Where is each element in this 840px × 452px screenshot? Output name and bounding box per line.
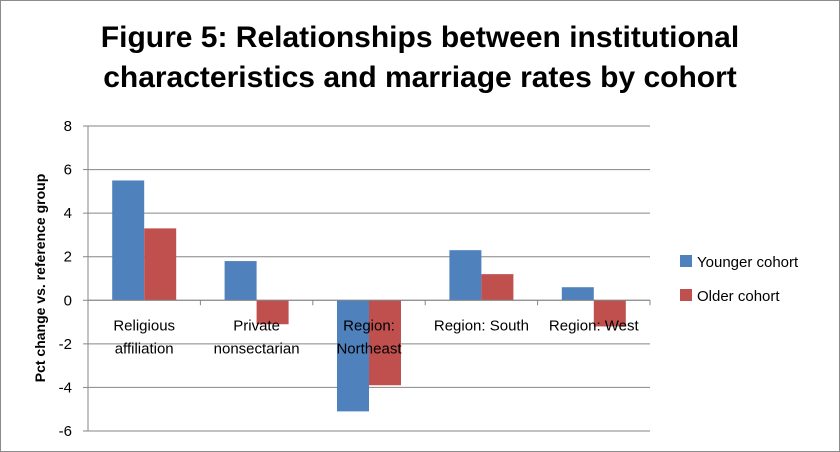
bar-older-cohort [481,274,514,301]
y-tick-label: 2 [64,249,72,266]
y-tick-label: -2 [59,336,72,353]
chart-title: Figure 5: Relationships between institut… [0,18,840,98]
y-tick-label: -6 [59,423,72,440]
category-label: Private nonsectarian [214,317,300,357]
bars [112,180,626,412]
bar-older-cohort [144,228,177,301]
bar-younger-cohort [449,250,482,301]
legend-swatch [680,289,692,301]
y-tick-labels: 8 6 4 2 0 -2 -4 -6 [59,118,72,440]
category-labels: Religious affiliation Private nonsectarian R… [87,300,651,357]
bar-younger-cohort [337,300,369,412]
y-tick-label: 6 [64,162,72,179]
bar-older-cohort [593,300,626,327]
bar-older-cohort [256,300,289,325]
bar-older-cohort [369,300,401,386]
bar-younger-cohort [224,261,257,301]
category-label: Region: Northeast [336,317,402,357]
legend-swatch [680,255,692,267]
legend-label: Older cohort [697,288,780,305]
y-tick-label: 0 [64,292,72,309]
category-label: Region: West [549,317,640,334]
y-tick-label: -4 [59,379,72,396]
bar-younger-cohort [561,287,594,301]
legend: Younger cohort Older cohort [680,254,799,305]
category-label: Religious affiliation [113,317,175,357]
y-tick-label: 4 [64,205,72,222]
chart-title-line-2: characteristics and marriage rates by co… [103,61,737,94]
chart-title-line-1: Figure 5: Relationships between institut… [100,21,740,54]
category-label: Region: South [434,317,529,334]
legend-label: Younger cohort [697,254,799,271]
y-tick-label: 8 [64,118,72,135]
bar-younger-cohort [112,180,145,301]
y-axis-label: Pct change vs. reference group [32,174,48,383]
